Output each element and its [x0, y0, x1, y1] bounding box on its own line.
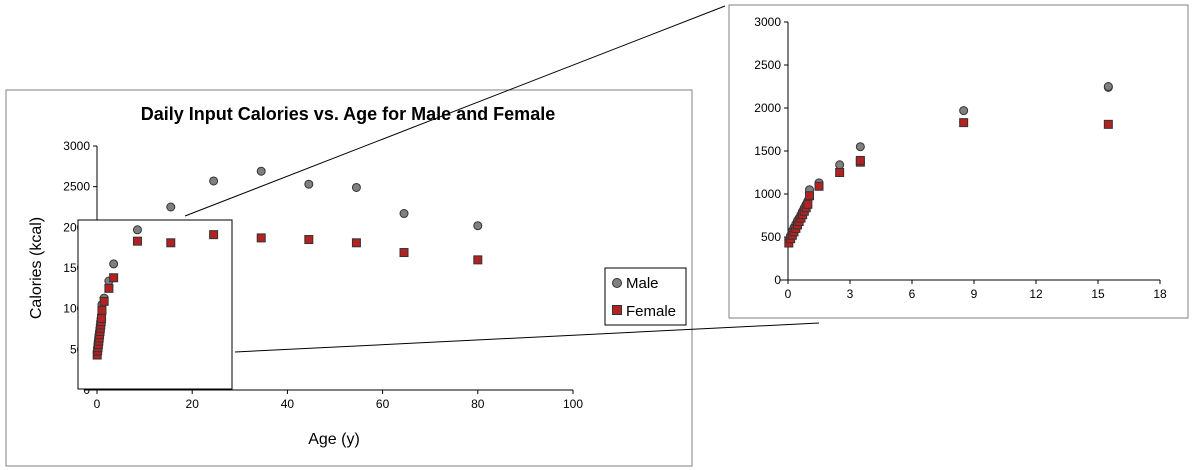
main-x-tick-label: 0	[94, 397, 101, 411]
inset-x-tick-label: 18	[1153, 287, 1167, 301]
main-y-axis-label: Calories (kcal)	[28, 217, 45, 319]
zoom-female-point	[109, 273, 119, 283]
inset-y-tick-label: 500	[761, 230, 781, 244]
inset-marks	[784, 82, 1113, 248]
inset-axes: 0 500 1000 1500 2000 2500 3000 0 3 6 9 12 15 18	[754, 15, 1167, 301]
legend-box	[604, 267, 687, 326]
zoom-male-point	[132, 225, 142, 235]
inset-female-point	[804, 191, 814, 201]
legend-female-label: Female	[626, 303, 676, 320]
main-chart-title: Daily Input Calories vs. Age for Male an…	[141, 104, 555, 124]
inset-female-point	[835, 168, 845, 177]
zoom-female-point	[99, 296, 109, 306]
inset-female-point	[959, 118, 969, 128]
main-male-point	[209, 176, 219, 186]
main-female-point	[473, 255, 483, 265]
inset-male-point	[835, 160, 845, 170]
inset-x-tick-label: 9	[971, 287, 978, 301]
main-chart: Daily Input Calories vs. Age for Male an…	[5, 89, 693, 467]
main-male-point	[399, 209, 409, 219]
main-male-point	[473, 221, 483, 231]
zoom-female-point	[104, 283, 114, 293]
inset-male-point	[855, 142, 865, 152]
main-male-point	[256, 166, 266, 176]
main-y-tick-label: 0	[83, 383, 90, 397]
main-x-tick-label: 100	[563, 397, 583, 411]
zoom-connector-bottom	[234, 322, 820, 353]
inset-x-tick-label: 12	[1029, 287, 1043, 301]
inset-male-point	[959, 106, 969, 116]
zoom-connector-top	[184, 5, 726, 217]
inset-x-tick-label: 15	[1091, 287, 1105, 301]
zoom-female-point	[97, 305, 107, 315]
main-female-point	[304, 235, 314, 245]
inset-male-point	[1103, 82, 1113, 91]
inset-x-tick-label: 3	[847, 287, 854, 301]
zoom-selection-marks	[92, 225, 219, 360]
legend-male-marker	[612, 278, 622, 288]
main-x-tick-label: 60	[376, 397, 390, 411]
inset-x-tick-label: 6	[909, 287, 916, 301]
legend-female-marker	[612, 305, 622, 315]
main-x-tick-label: 20	[186, 397, 200, 411]
main-x-tick-label: 40	[281, 397, 295, 411]
zoom-male-point	[109, 259, 119, 269]
main-female-point	[351, 238, 361, 248]
main-x-tick-label: 80	[471, 397, 485, 411]
inset-y-tick-label: 1000	[754, 187, 781, 201]
legend: Male Female	[604, 267, 687, 326]
inset-y-tick-label: 1500	[754, 144, 781, 158]
inset-x-tick-label: 0	[785, 287, 792, 301]
zoom-female-point	[166, 238, 176, 248]
legend-male-label: Male	[626, 275, 659, 292]
main-female-point	[399, 248, 409, 258]
main-female-point	[256, 233, 266, 243]
inset-female-point	[803, 199, 813, 209]
inset-female-point	[1103, 119, 1113, 129]
inset-y-tick-label: 2500	[754, 58, 781, 72]
inset-y-tick-label: 3000	[754, 15, 781, 29]
inset-female-point	[814, 181, 824, 191]
inset-chart: 0 500 1000 1500 2000 2500 3000 0 3 6 9 12 15 18	[728, 4, 1189, 319]
main-y-tick-label: 2500	[63, 180, 90, 194]
zoom-female-point	[97, 313, 107, 323]
main-male-point	[351, 182, 361, 192]
main-male-point	[166, 202, 176, 212]
inset-chart-frame	[728, 4, 1189, 319]
main-x-axis-label: Age (y)	[308, 431, 360, 448]
zoom-female-point	[132, 236, 142, 246]
inset-y-tick-label: 0	[774, 273, 781, 287]
zoom-female-point	[209, 230, 219, 240]
main-male-point	[304, 179, 314, 189]
main-y-tick-label: 3000	[63, 139, 90, 153]
inset-y-tick-label: 2000	[754, 101, 781, 115]
inset-female-point	[855, 155, 865, 165]
